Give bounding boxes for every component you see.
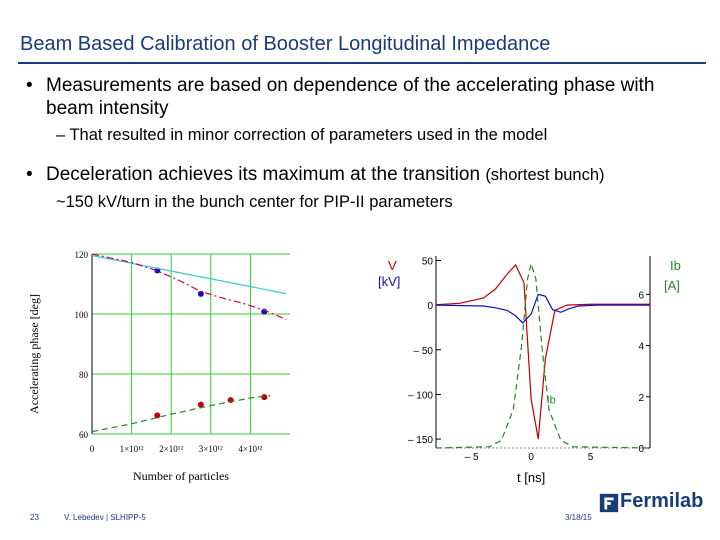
y-tick-label: – 100 bbox=[408, 390, 433, 401]
x-tick-label: 5 bbox=[588, 452, 594, 463]
bullet-marker: • bbox=[26, 164, 33, 185]
y-axis-unit: [kV] bbox=[378, 274, 400, 289]
y-tick-label: 50 bbox=[422, 256, 434, 267]
series-line-2 bbox=[435, 261, 651, 449]
current-inline-label: Ib bbox=[547, 394, 556, 406]
series-line-3 bbox=[91, 253, 287, 320]
data-point bbox=[197, 290, 204, 297]
bullet-1-text: Measurements are based on dependence of … bbox=[46, 75, 655, 119]
series-line-2 bbox=[91, 254, 287, 295]
sub-bullet-1: – That resulted in minor correction of p… bbox=[56, 126, 548, 144]
y2-tick-label: 2 bbox=[638, 393, 644, 404]
x-tick-label: 0 bbox=[528, 452, 534, 463]
x-tick-label: 1×10¹² bbox=[120, 444, 144, 454]
y-axis-label: Accelerating phase [deg] bbox=[27, 294, 41, 414]
slide-title: Beam Based Calibration of Booster Longit… bbox=[20, 33, 551, 55]
y-tick-label: – 150 bbox=[408, 435, 433, 446]
y2-axis-unit: [A] bbox=[664, 278, 680, 293]
x-axis-label: t [ns] bbox=[517, 470, 545, 485]
y2-axis-label: Ib bbox=[670, 258, 681, 273]
y-tick-label: 60 bbox=[79, 430, 89, 440]
x-tick-label: – 5 bbox=[465, 452, 479, 463]
page-number: 23 bbox=[30, 513, 39, 522]
y-tick-label: 80 bbox=[79, 370, 89, 380]
y-tick-label: 100 bbox=[75, 310, 89, 320]
data-point bbox=[154, 412, 161, 419]
y2-tick-label: 6 bbox=[638, 290, 644, 301]
data-point bbox=[261, 394, 268, 401]
y2-tick-label: 0 bbox=[638, 444, 644, 455]
data-point bbox=[197, 401, 204, 408]
bullet-2: • Deceleration achieves its maximum at t… bbox=[26, 164, 716, 186]
fermilab-logo-text: Fermilab bbox=[620, 490, 704, 512]
series-line-4 bbox=[91, 395, 271, 433]
fermilab-logo-icon bbox=[599, 493, 619, 513]
sub-bullet-2: ~150 kV/turn in the bunch center for PIP… bbox=[56, 193, 453, 211]
series-line-0 bbox=[435, 263, 650, 440]
bullet-2-small: (shortest bunch) bbox=[485, 166, 605, 184]
x-tick-label: 4×10¹² bbox=[238, 444, 262, 454]
y-tick-label: 120 bbox=[75, 250, 89, 260]
title-rule bbox=[18, 62, 706, 64]
y-tick-label: 0 bbox=[427, 301, 433, 312]
y2-tick-label: 4 bbox=[638, 342, 644, 353]
bullet-marker: • bbox=[26, 75, 33, 96]
phase-vs-intensity-chart: 60 80 100 120 0 1×10¹² 2×10¹² 3×10¹² 4×10¹² Numbe… bbox=[27, 250, 290, 483]
x-tick-label: 3×10¹² bbox=[199, 444, 223, 454]
series-line-1 bbox=[435, 293, 650, 324]
y-tick-label: – 50 bbox=[414, 346, 434, 357]
bullet-2-text: Deceleration achieves its maximum at the… bbox=[46, 164, 481, 185]
y-axis-label: V bbox=[388, 258, 397, 273]
x-tick-label: 0 bbox=[90, 444, 95, 454]
footer-author: V. Lebedev | SLHIPP-5 bbox=[64, 513, 146, 522]
x-tick-label: 2×10¹² bbox=[159, 444, 183, 454]
bullet-1: • Measurements are based on dependence o… bbox=[26, 74, 686, 120]
x-axis-label: Number of particles bbox=[133, 469, 229, 483]
footer-date: 3/18/15 bbox=[565, 513, 592, 522]
